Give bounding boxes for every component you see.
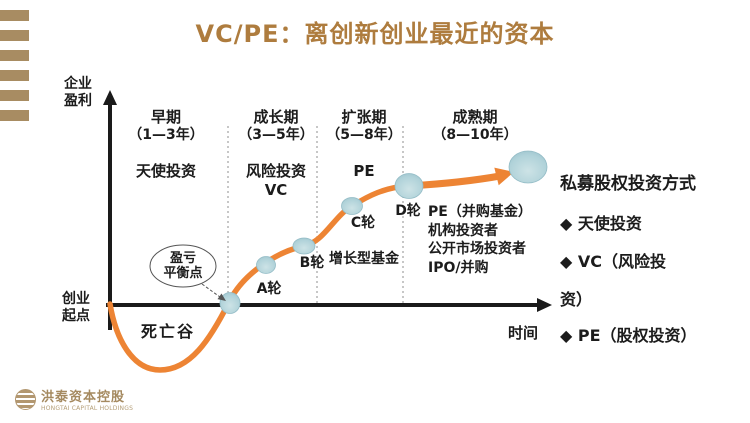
brand-bar: [0, 90, 29, 101]
round-c-label: C轮: [350, 215, 376, 231]
stage-name: 成长期: [253, 108, 299, 126]
breakeven-label: 盈亏 平衡点: [163, 251, 203, 281]
round-c-circle: [341, 197, 363, 215]
x-axis-label: 时间: [508, 324, 539, 342]
round-a-circle: [256, 256, 276, 274]
round-d-circle: [394, 173, 424, 199]
legend-item-vc: ◆ VC（风险投: [560, 252, 667, 271]
brand-bar: [0, 10, 29, 21]
stage-years: （5—8年）: [326, 127, 402, 143]
stage-name: 早期: [150, 108, 181, 126]
stage-investor: 风险投资: [245, 162, 306, 180]
brand-bar: [0, 50, 29, 61]
death-valley-label: 死亡谷: [141, 322, 196, 341]
breakeven-point-circle: [219, 292, 241, 314]
round-b-circle: [292, 237, 316, 255]
stage-investor: PE: [353, 162, 375, 180]
mature-investors-line: 公开市场投资者: [428, 241, 526, 257]
footer-logo-name: 洪泰资本控股: [41, 390, 126, 405]
round-d-label: D轮: [395, 203, 421, 219]
hongtai-logo-icon: [15, 389, 36, 410]
stage-investor: 天使投资: [135, 162, 196, 180]
brand-bar: [0, 70, 29, 81]
curve-arrowhead: [494, 167, 514, 186]
legend-item-vc-wrap: 资）: [560, 290, 593, 309]
stage-investor2: VC: [264, 181, 288, 199]
growth-fund-label: 增长型基金: [329, 251, 399, 267]
mature-investors-block: PE（并购基金） 机构投资者 公开市场投资者 IPO/并购: [428, 203, 532, 277]
legend-item-pe: ◆ PE（股权投资）: [560, 326, 697, 345]
y-axis-label: 企业 盈利: [64, 76, 92, 109]
stage-name: 扩张期: [341, 108, 387, 126]
mature-investors-line: PE（并购基金）: [428, 204, 532, 220]
stage-dividers: [227, 126, 404, 303]
legend-item-angel: ◆ 天使投资: [560, 214, 642, 233]
brand-bar: [0, 30, 29, 41]
round-a-label: A轮: [256, 281, 282, 297]
page-title: VC/PE：离创新创业最近的资本: [195, 20, 555, 48]
legend-heading: 私募股权投资方式: [560, 174, 696, 194]
round-b-label: B轮: [299, 255, 325, 271]
milestone-circles: [219, 150, 548, 314]
mature-investors-line: 机构投资者: [428, 222, 498, 239]
stage-years: （3—5年）: [238, 127, 314, 143]
brand-bar: [0, 110, 29, 121]
stage-name: 成熟期: [452, 108, 498, 126]
axes: [103, 90, 552, 330]
footer-logo-subtitle: HONGTAI CAPITAL HOLDINGS: [41, 405, 134, 412]
exit-circle: [508, 150, 548, 184]
breakeven-callout: [149, 244, 226, 301]
stage-years: （1—3年）: [128, 127, 204, 143]
stage-years: （8—10年）: [432, 127, 518, 143]
mature-investors-line: IPO/并购: [428, 259, 489, 276]
origin-label: 创业 起点: [62, 291, 90, 324]
